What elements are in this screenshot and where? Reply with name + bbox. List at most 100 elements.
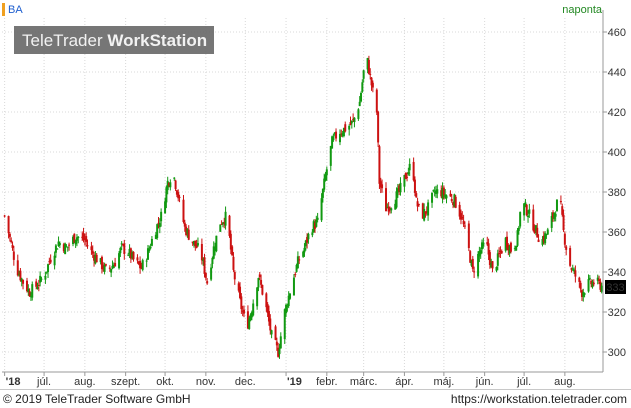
candle-down [85, 236, 88, 242]
candle-up [303, 247, 306, 253]
candle-up [127, 254, 130, 256]
candle-down [349, 122, 352, 125]
candle-down [424, 211, 427, 214]
candle-up [221, 222, 224, 225]
candle-down [246, 311, 249, 329]
candle-up [215, 235, 218, 252]
candle-up [29, 296, 32, 298]
candle-down [19, 270, 22, 281]
candle-down [313, 222, 316, 229]
candle-down [140, 265, 143, 269]
candle-up [534, 225, 537, 231]
candle-up [250, 312, 253, 318]
candle-up [596, 277, 599, 281]
candle-up [224, 211, 227, 226]
y-tick-label: 420 [608, 107, 626, 119]
candle-up [358, 101, 361, 107]
candle-up [433, 191, 436, 193]
candle-up [31, 284, 34, 298]
candle-down [269, 318, 272, 331]
candle-up [112, 264, 115, 269]
candle-up [119, 248, 122, 254]
candle-up [396, 188, 399, 193]
candle-down [463, 225, 466, 227]
candle-up [110, 269, 113, 273]
candle-down [114, 262, 117, 267]
candle-down [240, 296, 243, 310]
candle-down [108, 267, 111, 269]
candle-up [482, 242, 485, 247]
candle-up [77, 236, 80, 238]
candle-down [265, 293, 268, 308]
x-tick-label: júl. [516, 376, 531, 388]
footer-url: https://workstation.teletrader.com [450, 392, 627, 406]
candle-down [277, 347, 280, 357]
candle-up [519, 212, 522, 227]
candle-down [473, 271, 476, 273]
candle-up [588, 277, 591, 279]
candle-down [83, 238, 86, 241]
candle-up [118, 253, 121, 269]
candle-up [18, 274, 21, 276]
candle-down [487, 243, 490, 255]
candle-up [160, 211, 163, 222]
candle-down [37, 285, 40, 287]
candle-up [278, 348, 281, 355]
candle-down [559, 201, 562, 203]
candle-down [563, 233, 566, 245]
candle-down [49, 259, 52, 263]
candle-up [158, 223, 161, 228]
candle-down [12, 251, 15, 260]
candle-down [533, 228, 536, 234]
candle-down [574, 270, 577, 277]
candle-down [421, 203, 424, 219]
candle-down [579, 282, 582, 289]
candle-up [44, 275, 47, 280]
candle-up [214, 247, 217, 251]
candle-down [233, 271, 236, 280]
x-tick-label: márc. [350, 376, 378, 388]
candle-up [331, 136, 334, 149]
candle-down [129, 248, 132, 259]
candle-up [283, 309, 286, 340]
candle-down [195, 244, 198, 248]
candle-down [62, 244, 65, 252]
candle-up [285, 304, 288, 314]
candle-up [591, 281, 594, 288]
x-tick-label: ápr. [395, 376, 413, 388]
candle-down [183, 222, 186, 227]
candle-down [200, 243, 203, 261]
candle-down [440, 190, 443, 197]
candle-up [316, 217, 319, 220]
candle-up [508, 246, 511, 254]
candle-up [202, 259, 205, 262]
candle-up [65, 246, 68, 248]
candle-up [553, 212, 556, 219]
y-tick-label: 320 [608, 307, 626, 319]
candle-down [91, 250, 94, 254]
candle-up [545, 234, 548, 236]
candle-down [95, 254, 98, 263]
candle-up [248, 318, 251, 329]
candle-up [386, 207, 389, 209]
y-tick-label: 300 [608, 347, 626, 359]
candle-down [241, 310, 244, 312]
x-tick-label: júl. [36, 376, 51, 388]
grid [2, 18, 603, 372]
x-tick-label: nov. [196, 376, 216, 388]
candle-up [40, 278, 43, 280]
candle-down [123, 243, 126, 254]
candle-down [578, 277, 581, 282]
candle-down [136, 257, 139, 261]
candle-down [542, 235, 545, 242]
candle-down [375, 89, 378, 113]
candle-up [56, 248, 59, 250]
candle-up [390, 208, 393, 211]
candle-up [312, 221, 315, 232]
candle-up [477, 254, 480, 277]
candle-down [509, 242, 512, 252]
candle-down [500, 250, 503, 254]
candle-up [39, 275, 42, 283]
candle-up [479, 250, 482, 255]
candle-up [554, 213, 557, 217]
